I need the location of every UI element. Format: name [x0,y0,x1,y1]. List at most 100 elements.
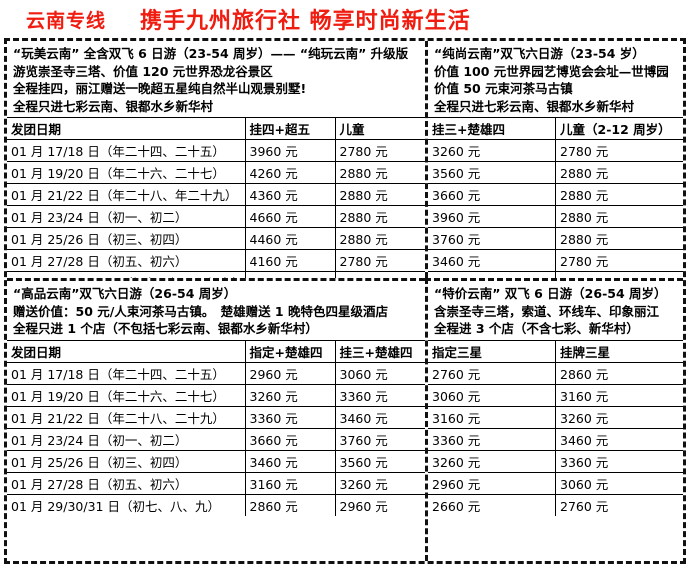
package-head-line: “特价云南” 双飞 6 日游（26-54 周岁） [434,286,667,301]
package-grid: “玩美云南” 全含双飞 6 日游（23-54 周岁）—— “纯玩云南” 升级版 … [7,41,683,561]
table-row: 3760 元 2880 元 [428,227,683,250]
cell-price-1: 2960 元 [244,361,336,385]
package-chunshang-yunnan: “纯尚云南”双飞六日游（23-54 岁） 价值 100 元世界园艺博览会会址—世… [425,41,683,278]
cell-price-1: 3060 元 [428,383,556,407]
column-header-price-2: 儿童 [334,117,425,140]
cell-price-1: 3160 元 [428,405,556,429]
cell-price-1: 3260 元 [428,449,556,473]
banner: 云南专线 携手九州旅行社 畅享时尚新生活 [0,0,690,38]
rate-table-wrap: 发团日期 挂四+超五 儿童 01 月 17/18 日（年二十四、二十五） 396… [7,117,425,278]
table-header-row: 挂三+楚雄四 儿童（2-12 周岁） [428,117,683,140]
table-row: 01 月 19/20 日（年二十六、二十七） 3260 元 3360 元 [7,383,425,407]
cell-price-2: 3760 元 [334,427,425,451]
table-row: 3160 元 2780 元 [428,271,683,278]
rate-table-wrap: 指定三星 挂牌三星 2760 元 2860 元 3060 元 3160 元 [428,339,683,562]
cell-date: 01 月 17/18 日（年二十四、二十五） [7,361,246,385]
table-row: 3360 元 3460 元 [428,427,683,451]
rate-table: 发团日期 挂四+超五 儿童 01 月 17/18 日（年二十四、二十五） 396… [7,117,425,278]
cell-price-2: 2860 元 [555,361,683,385]
column-header-price-2: 挂牌三星 [555,339,683,363]
table-row: 3960 元 2880 元 [428,205,683,228]
package-head-line: 含崇圣寺三塔，索道、环线车、印象丽江 [434,303,660,319]
cell-price-1: 2760 元 [428,361,556,385]
cell-price-2: 2880 元 [555,183,683,206]
cell-price-1: 3260 元 [428,139,556,162]
cell-price-2: 2880 元 [555,161,683,184]
table-header-row: 发团日期 指定+楚雄四 挂三+楚雄四 [7,339,425,363]
cell-price-1: 3660 元 [428,183,556,206]
cell-price-2: 2780 元 [555,139,683,162]
cell-price-2: 2780 元 [334,139,425,162]
cell-date: 01 月 27/28 日（初五、初六） [7,471,246,495]
cell-price-2: 3060 元 [334,361,425,385]
cell-price-2: 2780 元 [555,271,683,278]
cell-price-2: 3060 元 [555,471,683,495]
outer-frame [4,38,686,564]
table-row: 01 月 23/24 日（初一、初二） 3660 元 3760 元 [7,427,425,451]
column-header-price-1: 挂四+超五 [244,117,336,140]
cell-price-1: 4360 元 [244,183,336,206]
cell-price-1: 3660 元 [244,427,336,451]
package-head-line: 全程只进 1 个店（不包括七彩云南、银都水乡新华村） [13,321,318,336]
table-row: 01 月 27/28 日（初五、初六） 3160 元 3260 元 [7,471,425,495]
package-header: “高品云南”双飞六日游（26-54 周岁） 赠送价值：50 元/人束河茶马古镇。… [7,281,425,340]
table-row: 2760 元 2860 元 [428,361,683,385]
table-row: 01 月 25/26 日（初三、初四） 4460 元 2880 元 [7,227,425,250]
rate-table-wrap: 发团日期 指定+楚雄四 挂三+楚雄四 01 月 17/18 日（年二十四、二十五… [7,339,425,562]
rate-table: 发团日期 指定+楚雄四 挂三+楚雄四 01 月 17/18 日（年二十四、二十五… [7,339,425,516]
cell-price-2: 2880 元 [334,183,425,206]
package-head-line: 价值 100 元世界园艺博览会会址—世博园 [434,63,669,79]
column-header-price-1: 指定三星 [428,339,556,363]
cell-price-2: 3260 元 [555,405,683,429]
cell-date: 01 月 19/20 日（年二十六、二十七） [7,383,246,407]
cell-price-1: 3460 元 [428,249,556,272]
table-row: 3260 元 3360 元 [428,449,683,473]
table-row: 01 月 21/22 日（年二十八、二十九） 3360 元 3460 元 [7,405,425,429]
column-header-price-2: 儿童（2-12 周岁） [555,117,683,140]
table-row: 01 月 21/22 日（年二十八、年二十九） 4360 元 2880 元 [7,183,425,206]
cell-price-2: 3260 元 [334,471,425,495]
cell-price-2: 2760 元 [555,493,683,516]
table-row: 01 月 29/30/31 日（初七、八、九） 2860 元 2960 元 [7,493,425,516]
cell-price-2: 2780 元 [334,271,425,278]
cell-date: 01 月 25/26 日（初三、初四） [7,449,246,473]
column-header-price-1: 指定+楚雄四 [244,339,336,363]
table-row: 3660 元 2880 元 [428,183,683,206]
cell-price-2: 3360 元 [334,383,425,407]
package-head-line: 价值 50 元束河茶马古镇 [434,81,573,96]
cell-price-2: 2880 元 [555,227,683,250]
table-row: 01 月 29/30/31 日（初七、初八、初九） 3860 元 2780 元 [7,271,425,278]
package-band-bottom: “高品云南”双飞六日游（26-54 周岁） 赠送价值：50 元/人束河茶马古镇。… [7,278,683,561]
cell-price-1: 3960 元 [244,139,336,162]
table-row: 3460 元 2780 元 [428,249,683,272]
table-row: 01 月 17/18 日（年二十四、二十五） 2960 元 3060 元 [7,361,425,385]
table-row: 01 月 25/26 日（初三、初四） 3460 元 3560 元 [7,449,425,473]
cell-price-2: 2880 元 [334,161,425,184]
table-row: 01 月 27/28 日（初五、初六） 4160 元 2780 元 [7,249,425,272]
cell-date: 01 月 23/24 日（初一、初二） [7,427,246,451]
cell-date: 01 月 25/26 日（初三、初四） [7,227,246,250]
package-band-top: “玩美云南” 全含双飞 6 日游（23-54 周岁）—— “纯玩云南” 升级版 … [7,41,683,278]
package-tejia-yunnan: “特价云南” 双飞 6 日游（26-54 周岁） 含崇圣寺三塔，索道、环线车、印… [425,278,683,561]
cell-price-1: 2860 元 [244,493,336,516]
table-row: 3060 元 3160 元 [428,383,683,407]
package-head-line: 全程只进七彩云南、银都水乡新华村 [434,98,635,114]
column-header-date: 发团日期 [7,339,246,363]
cell-price-1: 2960 元 [428,471,556,495]
cell-price-2: 2780 元 [334,249,425,272]
cell-price-1: 3360 元 [244,405,336,429]
column-header-price-1: 挂三+楚雄四 [428,117,556,140]
package-head-line: “玩美云南” 全含双飞 6 日游（23-54 周岁）—— “纯玩云南” 升级版 [13,46,409,61]
column-header-price-2: 挂三+楚雄四 [334,339,425,363]
package-gaopin-yunnan: “高品云南”双飞六日游（26-54 周岁） 赠送价值：50 元/人束河茶马古镇。… [7,278,425,561]
cell-price-1: 4160 元 [244,249,336,272]
cell-price-2: 2780 元 [555,249,683,272]
cell-price-2: 3560 元 [334,449,425,473]
cell-price-2: 2880 元 [334,227,425,250]
table-row: 3160 元 3260 元 [428,405,683,429]
cell-price-1: 3260 元 [244,383,336,407]
cell-price-2: 2960 元 [334,493,425,516]
cell-date: 01 月 17/18 日（年二十四、二十五） [7,139,246,162]
cell-price-1: 3460 元 [244,449,336,473]
cell-price-1: 3360 元 [428,427,556,451]
